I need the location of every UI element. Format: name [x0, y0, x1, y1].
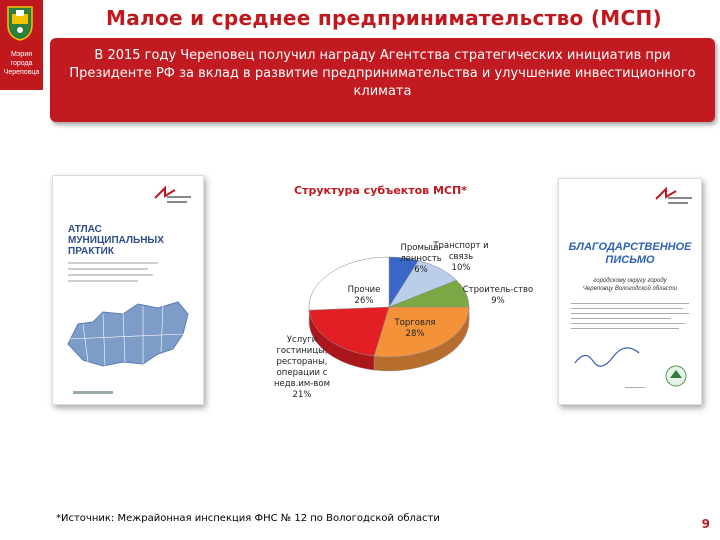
thank-you-letter-image: БЛАГОДАРСТВЕННОЕ ПИСЬМО городскому округ… [558, 178, 702, 405]
pie-label-value: 9% [491, 296, 505, 306]
letter-title-line: ПИСЬМО [605, 254, 655, 266]
text-line [571, 313, 689, 314]
text-line [68, 274, 153, 276]
pie-label-value: 26% [354, 296, 374, 306]
pie-label-text: Транспорт и [433, 241, 489, 251]
pie-label-text: Промыш-ленность [400, 243, 442, 264]
pie-label-text: гостиницы, [276, 346, 328, 356]
text-line [571, 318, 671, 319]
text-line [625, 387, 645, 388]
pie-label-construction: Строитель-ство 9% [458, 285, 538, 307]
pie-label-value: 10% [451, 263, 471, 273]
letter-recipient-line: городскому округу городу [593, 278, 667, 284]
text-line [571, 303, 689, 304]
stamp-logo-icon [665, 365, 687, 387]
msp-structure-chart: Структура субъектов МСП* Промыш-ленность… [214, 175, 547, 415]
org-line: города [10, 60, 33, 67]
pie-slice-other [308, 256, 390, 311]
sidebar-org-name: Мэрия города Череповца [0, 50, 43, 77]
pie-label-text: операции с [276, 368, 328, 378]
agency-logo-icon [154, 186, 191, 203]
sidebar-red-band: Мэрия города Череповца [0, 0, 43, 90]
agency-logo-icon [655, 187, 692, 204]
atlas-title-line: ПРАКТИК [68, 246, 114, 257]
pie-label-transport: Транспорт и связь 10% [430, 241, 492, 274]
page-number: 9 [701, 517, 710, 531]
org-line: Череповца [3, 69, 40, 76]
text-line [571, 323, 685, 324]
award-banner: В 2015 году Череповец получил награду Аг… [50, 38, 715, 122]
text-line [571, 308, 683, 309]
pie-label-text: Прочие [347, 285, 381, 295]
atlas-title-line: МУНИЦИПАЛЬНЫХ [68, 235, 164, 246]
pie-label-value: 21% [292, 390, 312, 400]
pie-slice-trade [373, 306, 470, 358]
pie-label-other: Прочие 26% [336, 285, 392, 307]
pie-chart-canvas [308, 256, 470, 372]
page-title: Малое и среднее предпринимательство (МСП… [106, 6, 662, 30]
text-line [571, 328, 679, 329]
award-text: В 2015 году Череповец получил награду Аг… [69, 48, 696, 99]
pie-label-value: 28% [405, 329, 425, 339]
text-line [68, 268, 148, 270]
org-line: Мэрия [10, 51, 33, 58]
text-line [68, 280, 138, 282]
letter-recipient-line: Череповцу Вологодской области [582, 286, 678, 292]
pie-label-services: Услуги гостиницы, рестораны, операции с … [264, 335, 340, 401]
chart-title: Структура субъектов МСП* [294, 184, 467, 197]
sidebar: Мэрия города Череповца [0, 0, 43, 540]
pie-label-value: 6% [414, 265, 428, 275]
letter-title: БЛАГОДАРСТВЕННОЕ ПИСЬМО [567, 241, 693, 267]
pie-label-text: недв.им-вом [273, 379, 330, 389]
atlas-document-image: АТЛАС МУНИЦИПАЛЬНЫХ ПРАКТИК [52, 175, 204, 405]
pie-label-trade: Торговля 28% [380, 318, 450, 340]
pie-label-text: Услуги [286, 335, 318, 345]
pie-label-text: рестораны, [276, 357, 328, 367]
letter-recipient: городскому округу городу Череповцу Волог… [565, 277, 695, 293]
atlas-title-line: АТЛАС [68, 224, 102, 235]
pie-label-industry: Промыш-ленность 6% [384, 243, 458, 276]
pie-label-text: Строитель-ство [462, 285, 534, 295]
russia-map-icon [67, 301, 189, 367]
pie-slice-services [308, 306, 390, 357]
city-coat-of-arms-icon [7, 6, 33, 41]
footer-mark [73, 391, 113, 394]
signature-icon [574, 347, 640, 367]
atlas-title: АТЛАС МУНИЦИПАЛЬНЫХ ПРАКТИК [68, 224, 188, 257]
source-note: *Источник: Межрайонная инспекция ФНС № 1… [56, 513, 440, 524]
letter-title-line: БЛАГОДАРСТВЕННОЕ [568, 241, 692, 253]
pie-label-text: связь [448, 252, 474, 262]
text-line [68, 262, 158, 264]
pie-label-text: Торговля [394, 318, 436, 328]
